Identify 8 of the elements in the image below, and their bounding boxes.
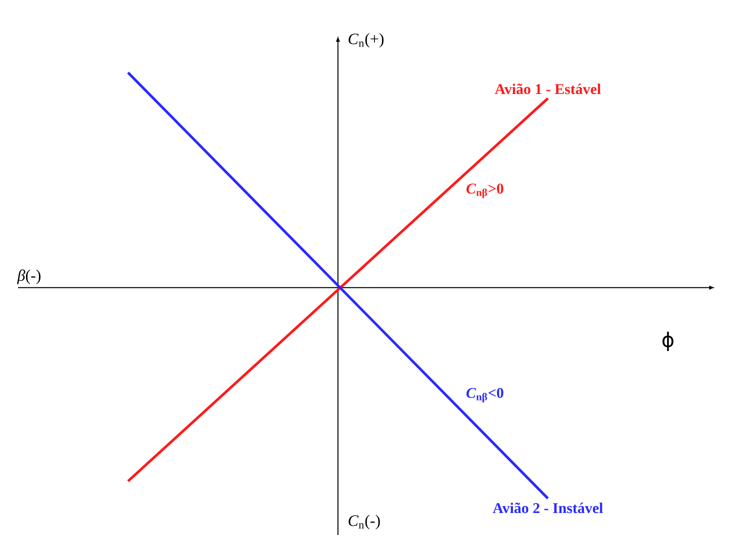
annotation: C$_{nβ}$<0: [466, 388, 504, 402]
x-axis-title: ϕ: [662, 332, 674, 352]
text: C$_{n}$(+): [348, 33, 384, 48]
series-label: Avião 1 - Estável: [494, 84, 601, 94]
text: C$_{n}$(-): [348, 514, 380, 530]
annotation: β(-): [17, 270, 40, 284]
annotation: C$_{nβ}$>0: [466, 184, 504, 198]
series-label: Avião 2 - Instável: [492, 502, 603, 514]
